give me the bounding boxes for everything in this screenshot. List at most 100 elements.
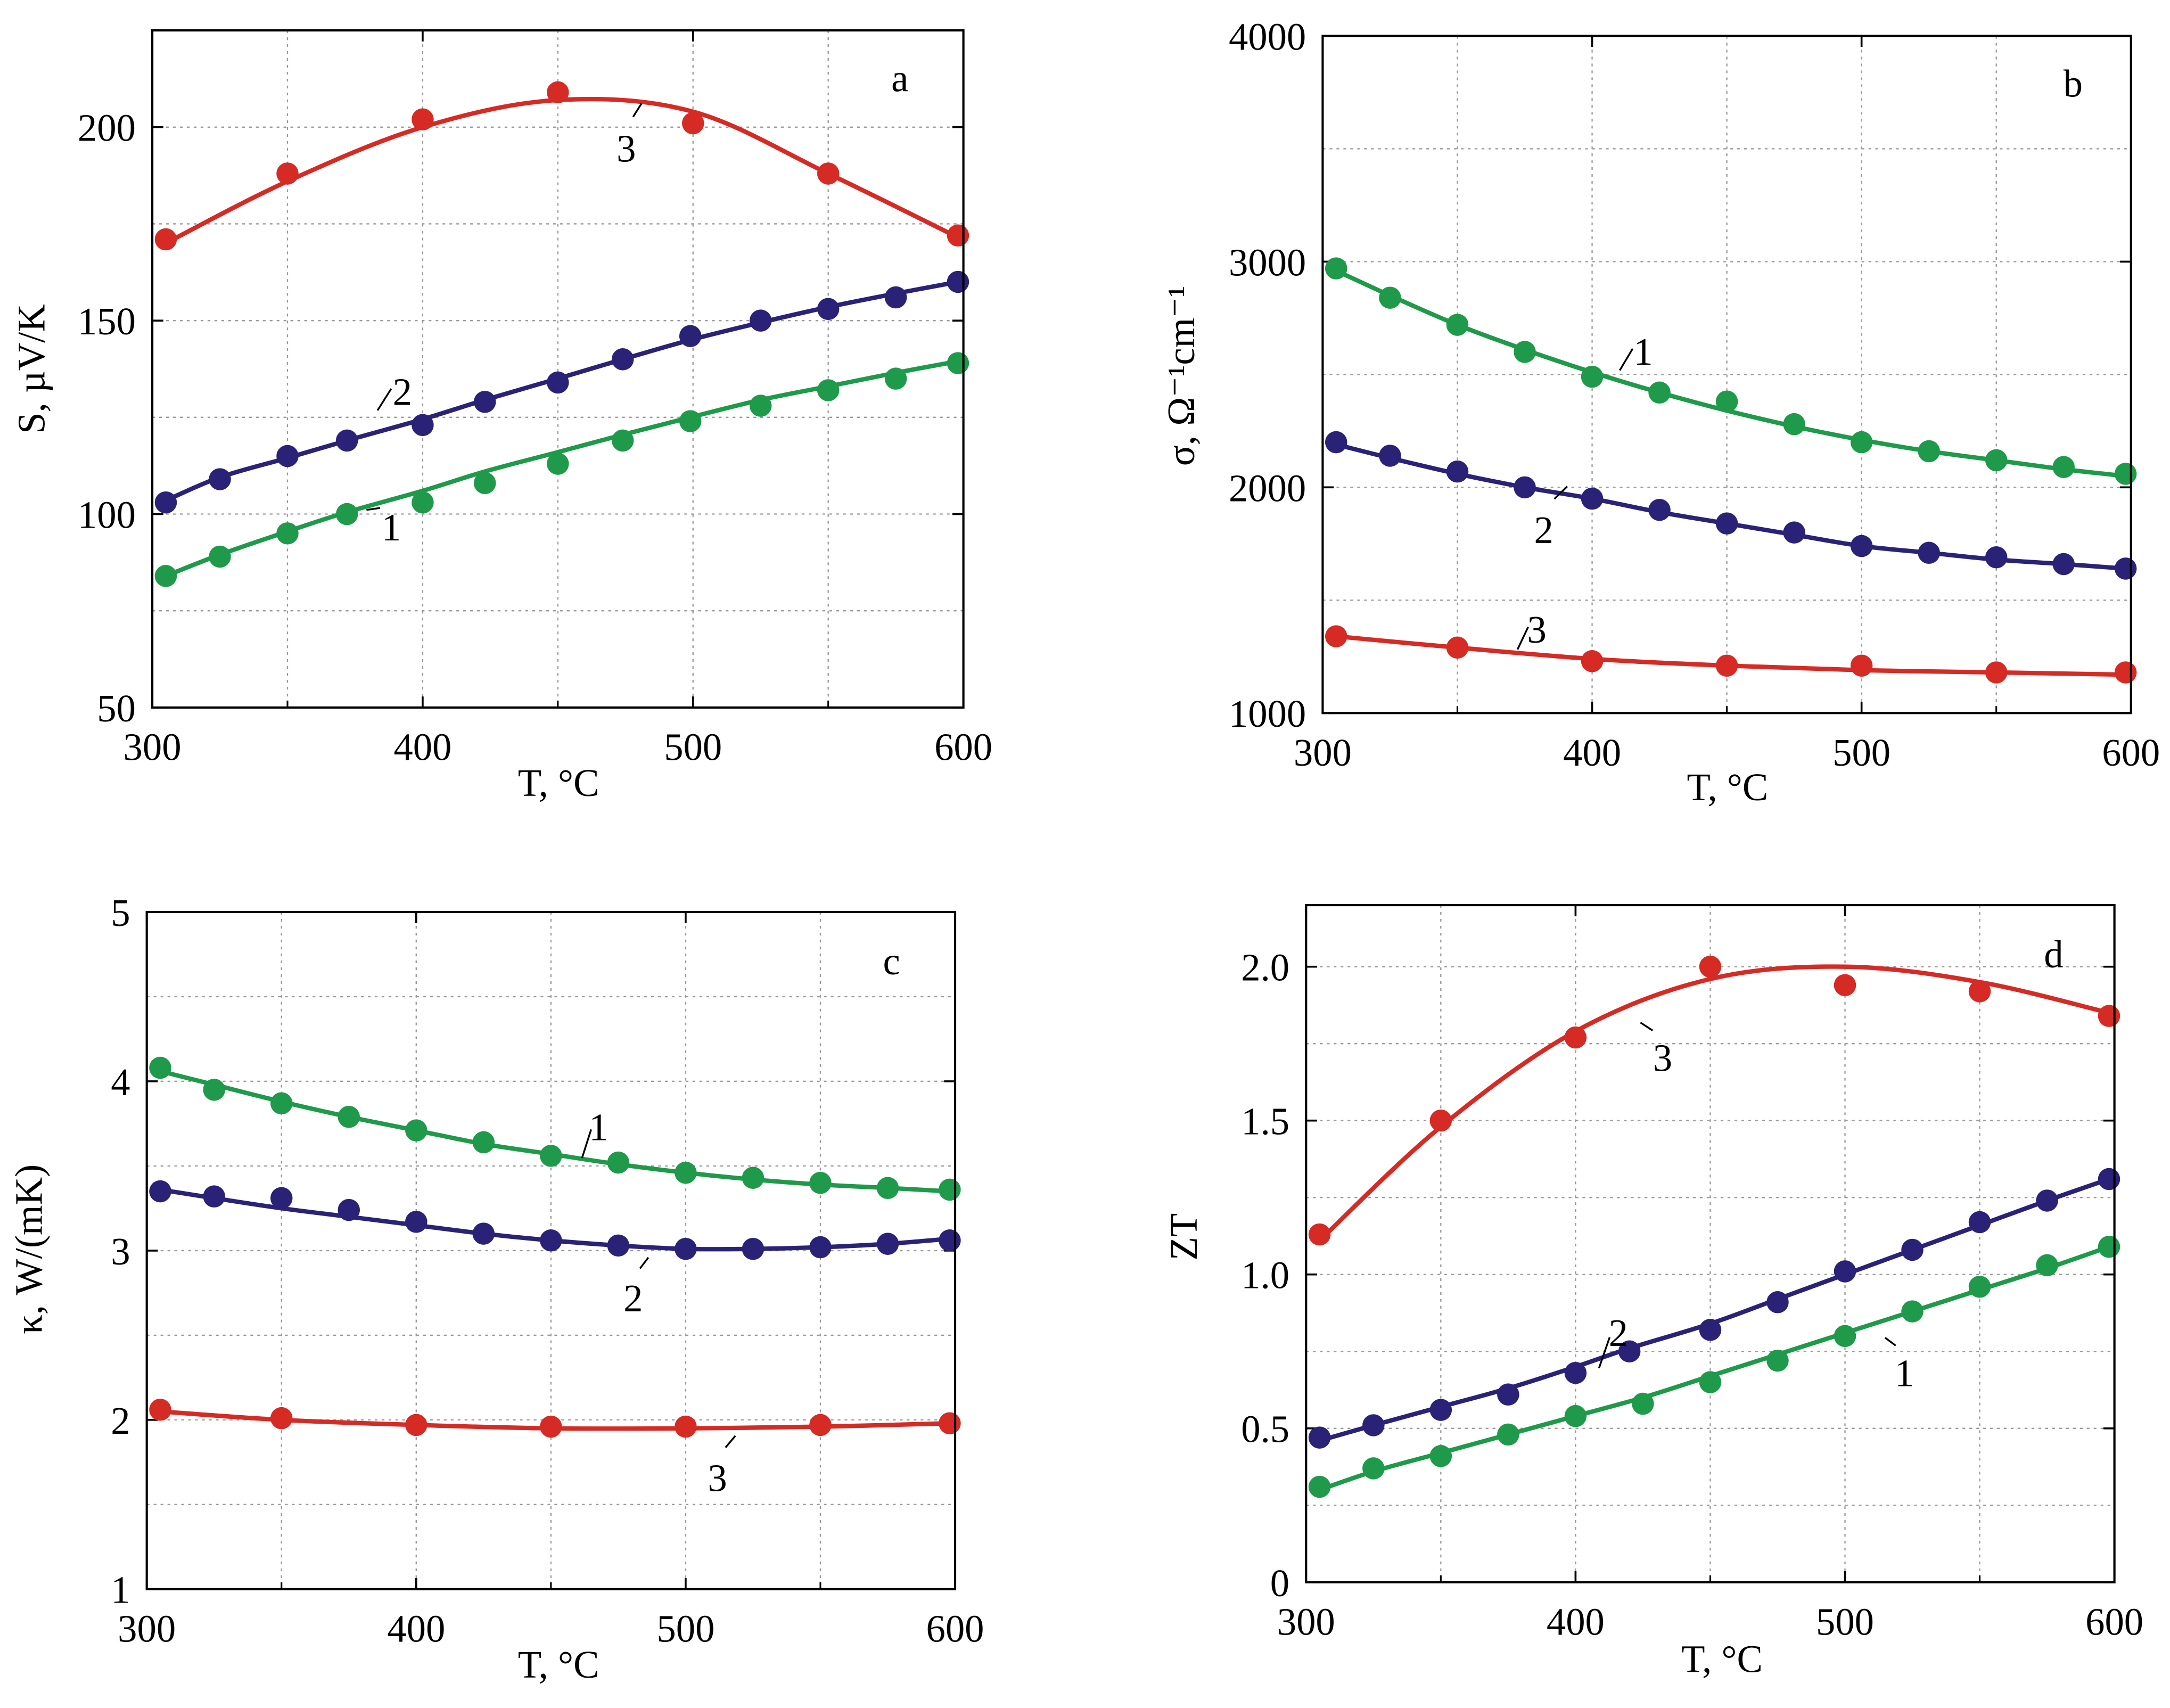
- x-tick-label: 400: [393, 726, 451, 769]
- data-point-2: [1325, 431, 1347, 454]
- panel-b: 300 400 500 600 1000 2000 3000 4000 1 2 3 σ, Ω⁻¹c…: [1160, 15, 2160, 808]
- data-point-2: [1766, 1291, 1789, 1313]
- ylabel-d: ZT: [1162, 1213, 1205, 1261]
- data-point-2: [1850, 535, 1873, 557]
- data-point-2: [1618, 1340, 1641, 1363]
- y-tick-label: 2: [111, 1399, 130, 1442]
- data-point-1: [1446, 314, 1469, 336]
- data-point-1: [1379, 286, 1401, 309]
- data-point-1: [1699, 1371, 1722, 1393]
- x-tick-label: 400: [1563, 731, 1621, 774]
- curve-label-1: 1: [382, 506, 401, 549]
- data-point-2: [338, 1198, 360, 1221]
- data-point-1: [547, 453, 569, 475]
- data-point-1: [1901, 1300, 1924, 1323]
- ylabel-b: σ, Ω⁻¹cm⁻¹: [1160, 286, 1203, 466]
- curve-label-3: 3: [708, 1457, 727, 1500]
- curve-label-leader: [1598, 1337, 1611, 1369]
- data-point-2: [2036, 1189, 2058, 1212]
- data-point-3: [540, 1415, 562, 1438]
- frame-d: [1305, 904, 2116, 1583]
- data-point-1: [472, 1131, 495, 1154]
- grid-d: [1306, 905, 2115, 1582]
- data-point-1: [2098, 1235, 2120, 1258]
- fit-line-1: [1335, 268, 2126, 479]
- data-point-3: [1834, 974, 1856, 997]
- panel-c: 300 400 500 600 1 2 3 4 5 1 2 3 κ, W/(mK) T, °C c: [7, 891, 984, 1686]
- data-point-3: [154, 228, 177, 251]
- y-tick-label: 100: [78, 493, 136, 536]
- ticks-b: 300 400 500 600 1000 2000 3000 4000: [1229, 15, 2160, 774]
- data-point-2: [270, 1187, 293, 1210]
- xlabel-b: T, °C: [1687, 766, 1768, 809]
- data-point-2: [154, 491, 177, 514]
- curve-label-leader: [1884, 1337, 1896, 1346]
- ylabel-a: S, µV/K: [10, 304, 53, 434]
- curve-label-leader: [1553, 486, 1568, 500]
- y-tick-label: 1: [111, 1569, 130, 1612]
- curve-label-1: 1: [589, 1105, 608, 1148]
- data-point-1: [2036, 1254, 2058, 1277]
- x-tick-label: 300: [1294, 731, 1352, 774]
- y-tick-label: 0: [1270, 1562, 1289, 1605]
- data-point-1: [1514, 341, 1536, 363]
- panel-d: 300 400 500 600 0 0.5 1.0 1.5 2.0 1 2 3 ZT T, °C d: [1162, 904, 2143, 1681]
- x-tick-label: 500: [664, 726, 722, 769]
- y-tick-label: 4000: [1229, 15, 1306, 58]
- panel-letter-b: b: [2064, 62, 2083, 105]
- x-tick-label: 500: [1816, 1600, 1874, 1643]
- data-point-1: [1362, 1457, 1385, 1480]
- data-point-2: [876, 1233, 899, 1255]
- y-tick-label: 3: [111, 1230, 130, 1273]
- data-point-1: [1325, 257, 1347, 280]
- y-tick-label: 150: [78, 300, 136, 343]
- data-point-2: [149, 1180, 171, 1203]
- data-point-1: [1564, 1405, 1587, 1427]
- grid-b: [1322, 36, 2131, 713]
- data-point-3: [276, 162, 299, 185]
- x-tick-label: 400: [1547, 1600, 1605, 1643]
- data-point-2: [749, 309, 772, 332]
- ticks-c: 300 400 500 600 1 2 3 4 5: [111, 891, 984, 1650]
- data-point-1: [270, 1092, 293, 1115]
- data-point-2: [1699, 1319, 1722, 1341]
- data-point-3: [1715, 654, 1738, 677]
- data-point-2: [1308, 1426, 1331, 1449]
- series-a: 1 2 3: [154, 81, 969, 587]
- data-point-1: [1648, 381, 1671, 404]
- data-point-1: [1918, 440, 1940, 463]
- data-point-2: [540, 1229, 562, 1252]
- data-point-1: [149, 1056, 171, 1079]
- x-tick-label: 500: [656, 1607, 714, 1650]
- data-point-1: [1968, 1276, 1991, 1298]
- y-tick-label: 4: [111, 1061, 130, 1104]
- data-point-2: [607, 1234, 630, 1257]
- data-point-2: [209, 468, 231, 490]
- data-point-3: [1985, 661, 2008, 684]
- data-point-2: [1648, 498, 1671, 521]
- data-point-1: [412, 491, 434, 514]
- x-tick-label: 300: [118, 1607, 176, 1650]
- data-point-1: [749, 395, 772, 417]
- data-point-3: [939, 1412, 961, 1434]
- data-point-1: [607, 1151, 630, 1174]
- data-point-3: [1325, 625, 1347, 647]
- curve-label-leader: [632, 103, 643, 118]
- xlabel-d: T, °C: [1681, 1638, 1763, 1681]
- series-b: 1 2 3: [1325, 257, 2137, 684]
- data-point-2: [817, 298, 840, 321]
- data-point-2: [1918, 541, 1940, 564]
- data-point-1: [540, 1145, 562, 1167]
- data-point-2: [2098, 1168, 2120, 1190]
- curve-label-3: 3: [1653, 1036, 1672, 1079]
- curve-label-1: 1: [1895, 1351, 1914, 1394]
- data-point-3: [1308, 1223, 1331, 1246]
- data-point-1: [679, 410, 702, 432]
- data-point-3: [405, 1414, 428, 1436]
- data-point-2: [947, 270, 969, 293]
- data-point-2: [1446, 460, 1469, 483]
- data-point-2: [1834, 1260, 1856, 1283]
- fit-line-3: [1318, 964, 2110, 1243]
- data-point-3: [947, 224, 969, 247]
- data-point-2: [611, 348, 634, 371]
